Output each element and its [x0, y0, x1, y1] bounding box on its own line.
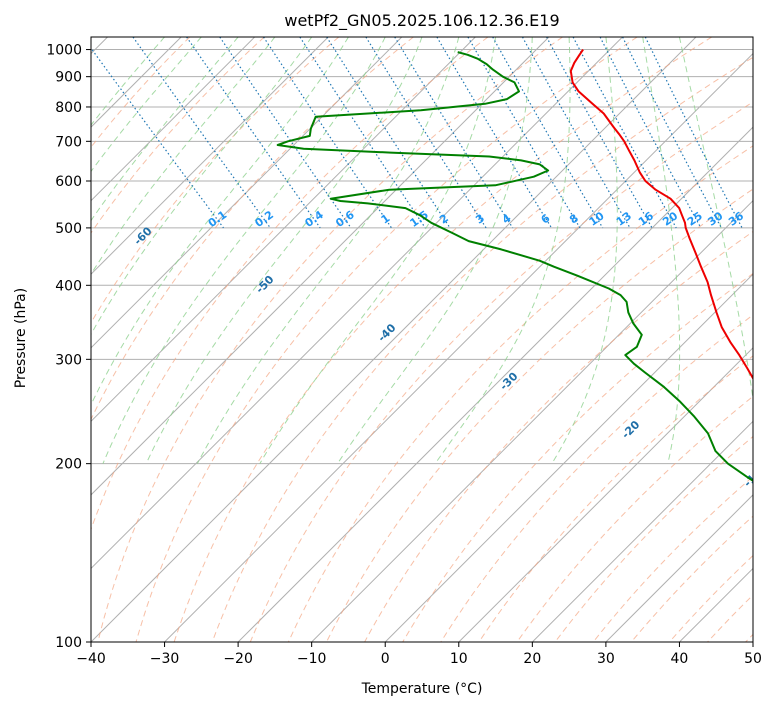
y-tick-label: 300 — [55, 352, 82, 368]
y-tick-label: 700 — [55, 134, 82, 150]
isotherm-line — [91, 37, 329, 275]
x-tick-label: 20 — [523, 651, 541, 667]
dry-adiabat — [478, 355, 753, 642]
x-tick-label: −30 — [150, 651, 180, 667]
y-tick-label: 900 — [55, 70, 82, 86]
mixing-ratio-line — [394, 37, 514, 229]
mixing-ratio-line — [572, 37, 677, 229]
mixing-ratio-line — [492, 37, 604, 229]
temperature-line — [569, 49, 753, 381]
dry-adiabat — [364, 230, 753, 642]
x-tick-label: −40 — [76, 651, 106, 667]
mixing-ratio-line — [186, 37, 321, 229]
moist-adiabat — [91, 37, 276, 276]
isotherm-line — [237, 126, 753, 642]
isotherm-line — [91, 37, 550, 496]
profile-lines — [276, 49, 753, 482]
isotherm-line — [91, 37, 476, 423]
moist-adiabat — [91, 37, 239, 222]
mixing-ratio-line — [521, 37, 631, 229]
mixing-ratio-line — [467, 37, 581, 229]
isotherm-line — [164, 52, 753, 642]
dry-adiabat — [135, 37, 638, 642]
dry-adiabat — [402, 272, 753, 642]
dry-adiabat — [326, 188, 753, 642]
dry-adiabat — [173, 37, 713, 642]
dry-adiabat — [249, 101, 753, 642]
mixing-ratio-line — [436, 37, 553, 229]
dry-adiabat — [91, 37, 265, 234]
y-tick-label: 600 — [55, 174, 82, 190]
plot-frame — [90, 36, 754, 643]
x-tick-label: −10 — [297, 651, 327, 667]
x-tick-label: −20 — [223, 651, 253, 667]
mixing-ratio-line — [546, 37, 653, 229]
isotherm-line — [605, 494, 753, 642]
y-tick-label: 500 — [55, 221, 82, 237]
mixing-ratio-line — [326, 37, 451, 229]
dry-adiabat — [287, 145, 753, 642]
plot-area — [91, 37, 753, 642]
y-tick-label: 200 — [55, 457, 82, 473]
moist-adiabat — [145, 37, 423, 464]
moist-adiabat — [642, 37, 681, 464]
y-tick-label: 1000 — [46, 43, 82, 59]
y-ticks: 100 200 300 400 500 600 700 800 900 1000 — [46, 43, 91, 651]
moist-adiabat — [91, 37, 202, 173]
moist-adiabat — [336, 37, 533, 464]
dry-adiabat — [211, 56, 753, 642]
isotherm-line — [91, 37, 697, 642]
y-tick-label: 400 — [55, 278, 82, 294]
x-tick-label: 50 — [744, 651, 762, 667]
isotherm-line — [531, 420, 753, 642]
mixing-ratio-line — [132, 37, 271, 229]
isotherm-line — [384, 273, 753, 642]
dewpoint-line — [276, 51, 753, 482]
x-tick-label: 40 — [671, 651, 689, 667]
plot-border — [90, 36, 754, 643]
x-tick-label: 10 — [450, 651, 468, 667]
y-tick-label: 100 — [55, 635, 82, 651]
moist-adiabat — [678, 37, 753, 402]
chart-title: wetPf2_GN05.2025.106.12.36.E19 — [284, 11, 559, 31]
mixing-ratio-line — [365, 37, 487, 229]
moist-adiabat — [196, 37, 460, 464]
thermo-guides — [91, 37, 753, 642]
mixing-ratio-line — [219, 37, 352, 229]
isotherm-line — [458, 347, 753, 642]
dry-adiabat — [97, 37, 563, 642]
x-tick-label: 0 — [381, 651, 390, 667]
isotherm-label: -70 — [9, 176, 32, 199]
isotherm-line — [752, 641, 753, 642]
moist-adiabat — [551, 37, 618, 464]
moist-adiabat — [91, 37, 313, 336]
dry-adiabat — [630, 515, 753, 642]
isotherm-line — [91, 37, 623, 570]
x-axis-label: Temperature (°C) — [361, 681, 483, 697]
moist-adiabat — [259, 37, 497, 464]
moist-adiabat — [434, 37, 571, 464]
y-axis-label: Pressure (hPa) — [13, 288, 29, 388]
x-ticks: −40 −30 −20 −10 0 10 20 30 40 50 — [76, 642, 762, 667]
y-tick-label: 800 — [55, 100, 82, 116]
x-tick-label: 30 — [597, 651, 615, 667]
dry-adiabat — [592, 475, 753, 642]
mixing-ratio-line — [91, 47, 224, 229]
plot-background — [91, 37, 753, 642]
moist-adiabat — [102, 37, 386, 464]
